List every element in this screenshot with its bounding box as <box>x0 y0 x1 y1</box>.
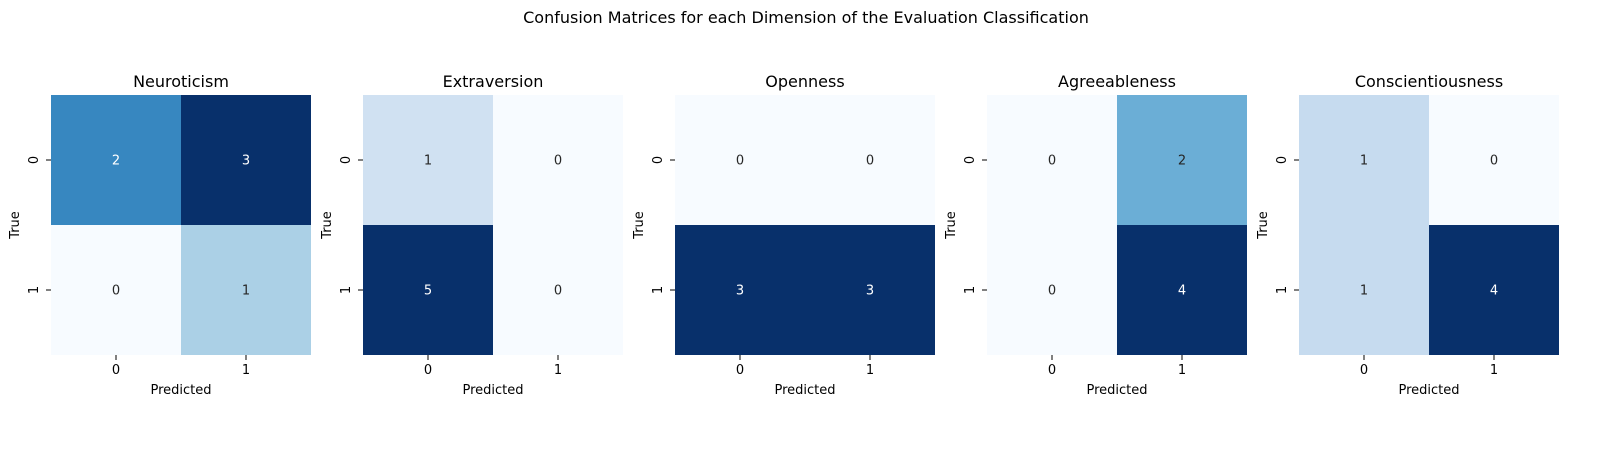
cell-value-label: 0 <box>736 154 744 169</box>
x-axis-label: Predicted <box>1398 383 1459 398</box>
cell-value-label: 3 <box>242 154 250 169</box>
heatmap-cell <box>805 225 935 355</box>
panel-title: Agreeableness <box>1058 72 1176 91</box>
heatmap-cell <box>1117 225 1247 355</box>
heatmap-cell <box>51 225 181 355</box>
heatmap-cell <box>987 95 1117 225</box>
heatmap-cell <box>675 95 805 225</box>
y-tick-label: 0 <box>1275 156 1290 164</box>
x-tick-label: 0 <box>112 363 120 378</box>
panel-title: Extraversion <box>443 72 544 91</box>
panel-title: Openness <box>765 72 844 91</box>
heatmap-cell <box>1299 95 1429 225</box>
x-axis-label: Predicted <box>774 383 835 398</box>
heatmap-cell <box>1117 95 1247 225</box>
x-tick-label: 0 <box>424 363 432 378</box>
cell-value-label: 0 <box>866 154 874 169</box>
x-axis-label: Predicted <box>1086 383 1147 398</box>
y-tick-label: 0 <box>651 156 666 164</box>
cell-value-label: 5 <box>424 284 432 299</box>
heatmap-panel-3: Agreeableness 0 2 0 4 0 1 0 1 Predicted True <box>944 72 1247 398</box>
cell-value-label: 2 <box>1178 154 1186 169</box>
y-axis-label: True <box>320 211 335 240</box>
x-tick-label: 1 <box>866 363 874 378</box>
heatmap-cell <box>675 225 805 355</box>
cell-value-label: 0 <box>112 284 120 299</box>
x-tick-label: 1 <box>1178 363 1186 378</box>
y-tick-label: 1 <box>27 286 42 294</box>
cell-value-label: 3 <box>736 284 744 299</box>
heatmap-cell <box>805 95 935 225</box>
cell-value-label: 2 <box>112 154 120 169</box>
heatmap-panel-2: Openness 0 0 3 3 0 1 0 1 Predicted True <box>632 72 935 398</box>
cell-value-label: 0 <box>1048 154 1056 169</box>
heatmap-cell <box>987 225 1117 355</box>
cell-value-label: 0 <box>554 154 562 169</box>
y-tick-label: 1 <box>651 286 666 294</box>
heatmap-cell <box>1429 225 1559 355</box>
x-tick-label: 1 <box>1490 363 1498 378</box>
heatmap-cell <box>1429 95 1559 225</box>
heatmap-cell <box>493 95 623 225</box>
heatmap-cell <box>181 225 311 355</box>
heatmap-cell <box>363 95 493 225</box>
x-tick-label: 0 <box>736 363 744 378</box>
cell-value-label: 4 <box>1490 284 1498 299</box>
x-tick-label: 1 <box>242 363 250 378</box>
x-tick-label: 0 <box>1360 363 1368 378</box>
heatmap-cell <box>363 225 493 355</box>
cell-value-label: 0 <box>1490 154 1498 169</box>
y-axis-label: True <box>632 211 647 240</box>
y-axis-label: True <box>1256 211 1271 240</box>
y-tick-label: 1 <box>1275 286 1290 294</box>
cell-value-label: 3 <box>866 284 874 299</box>
heatmap-cell <box>181 95 311 225</box>
y-axis-label: True <box>944 211 959 240</box>
cell-value-label: 1 <box>424 154 432 169</box>
y-tick-label: 1 <box>963 286 978 294</box>
panel-title: Neuroticism <box>133 72 229 91</box>
y-tick-label: 1 <box>339 286 354 294</box>
cell-value-label: 4 <box>1178 284 1186 299</box>
x-axis-label: Predicted <box>462 383 523 398</box>
cell-value-label: 1 <box>1360 284 1368 299</box>
figure-suptitle: Confusion Matrices for each Dimension of… <box>523 8 1089 27</box>
x-tick-label: 1 <box>554 363 562 378</box>
y-tick-label: 0 <box>27 156 42 164</box>
x-tick-label: 0 <box>1048 363 1056 378</box>
y-tick-label: 0 <box>963 156 978 164</box>
cell-value-label: 0 <box>554 284 562 299</box>
heatmap-panel-0: Neuroticism 2 3 0 1 0 1 0 1 Predicted True <box>8 72 311 398</box>
cell-value-label: 1 <box>242 284 250 299</box>
x-axis-label: Predicted <box>150 383 211 398</box>
heatmap-cell <box>51 95 181 225</box>
heatmap-panel-4: Conscientiousness 1 0 1 4 0 1 0 1 Predicted True <box>1256 72 1559 398</box>
heatmap-cell <box>1299 225 1429 355</box>
y-tick-label: 0 <box>339 156 354 164</box>
heatmap-cell <box>493 225 623 355</box>
cell-value-label: 1 <box>1360 154 1368 169</box>
cell-value-label: 0 <box>1048 284 1056 299</box>
y-axis-label: True <box>8 211 23 240</box>
panel-title: Conscientiousness <box>1355 72 1503 91</box>
